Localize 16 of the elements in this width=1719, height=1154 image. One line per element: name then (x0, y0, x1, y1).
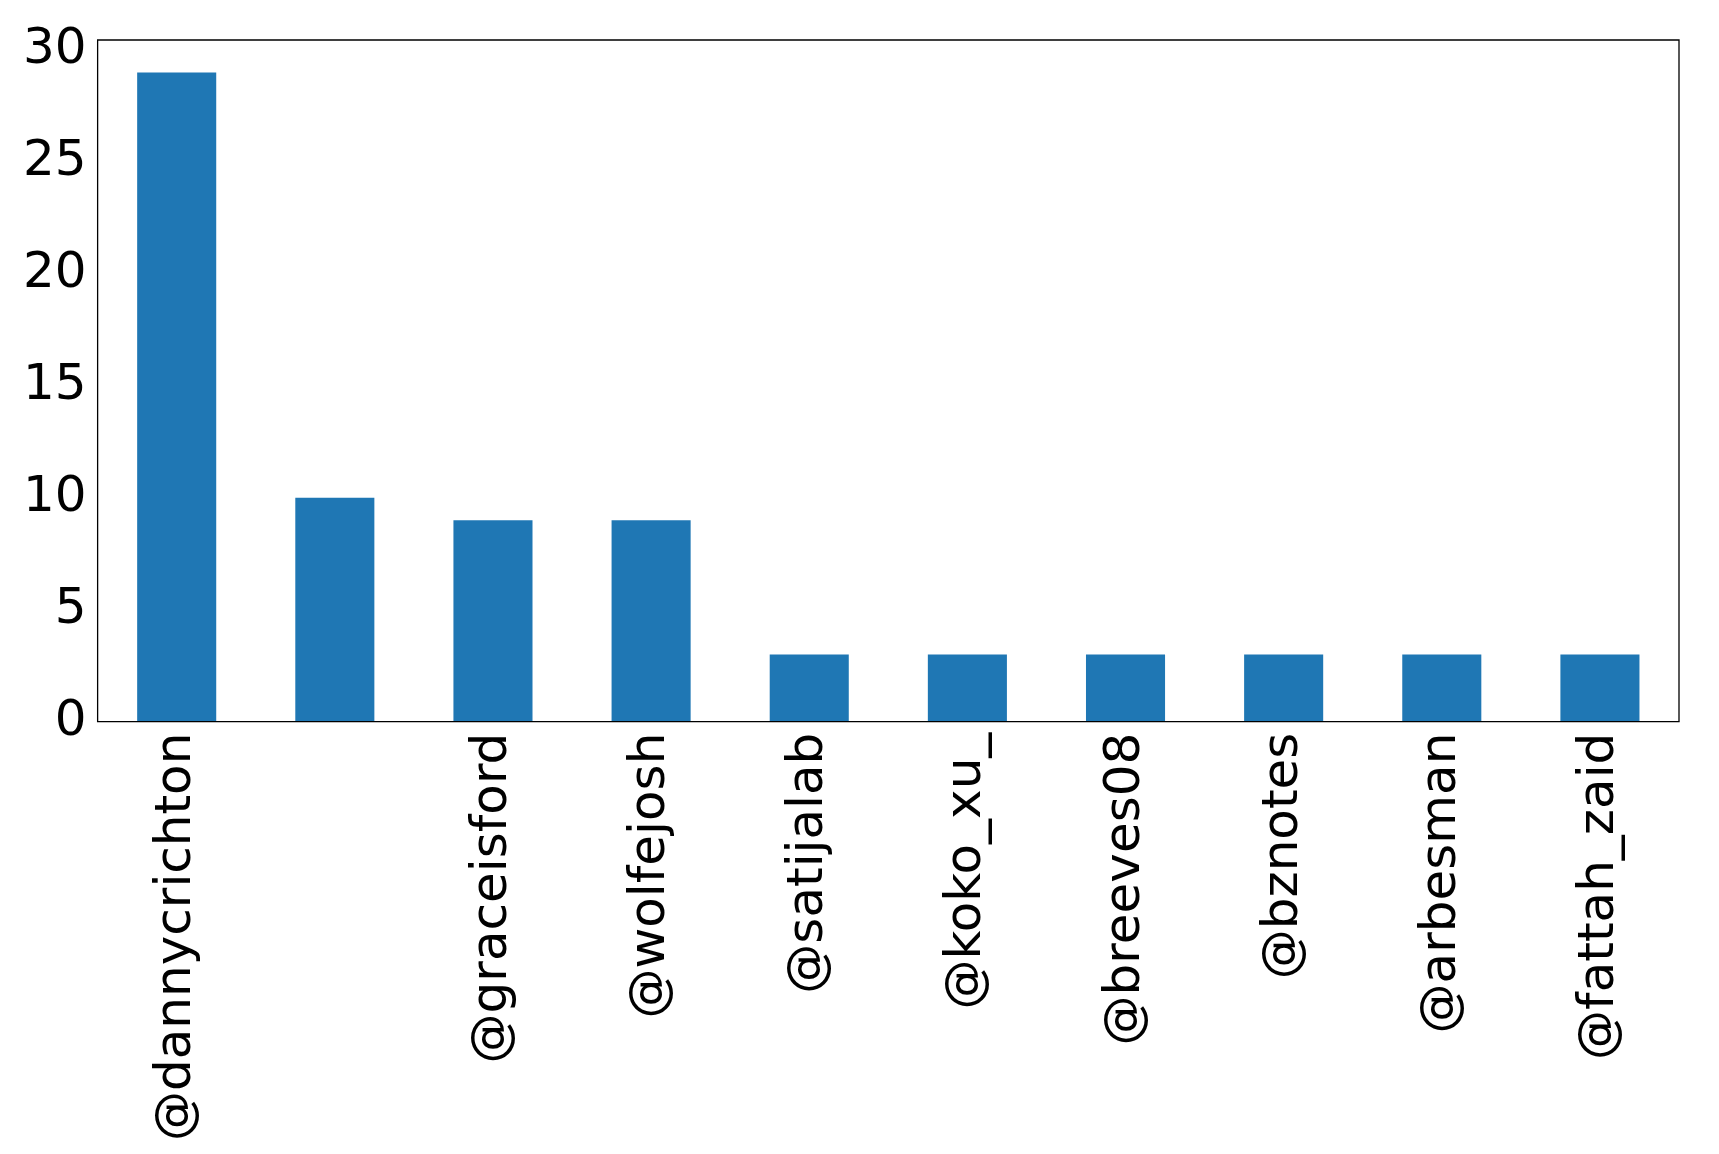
x-tick-label: @breeves08 (1092, 732, 1151, 1046)
x-tick-label: @bznotes (1250, 732, 1309, 980)
x-tick-label: @koko_xu_ (934, 731, 993, 1010)
x-tick-label: @dannycrichton (143, 732, 202, 1142)
y-tick-label: 30 (23, 17, 87, 76)
y-tick-label: 5 (54, 576, 87, 635)
y-tick-label: 15 (23, 352, 87, 411)
y-tick-label: 20 (23, 240, 87, 299)
y-tick-label: 25 (23, 128, 87, 187)
x-tick-label: @arbesman (1408, 732, 1467, 1034)
x-tick-label: @satijalab (776, 732, 835, 994)
y-tick-label: 10 (23, 464, 87, 523)
x-tick-label: @wolfejosh (618, 732, 677, 1019)
x-tick-label: @fattah_zaid (1566, 732, 1625, 1060)
x-tick-label: @graceisford (459, 732, 518, 1064)
y-tick-label: 0 (54, 688, 87, 747)
